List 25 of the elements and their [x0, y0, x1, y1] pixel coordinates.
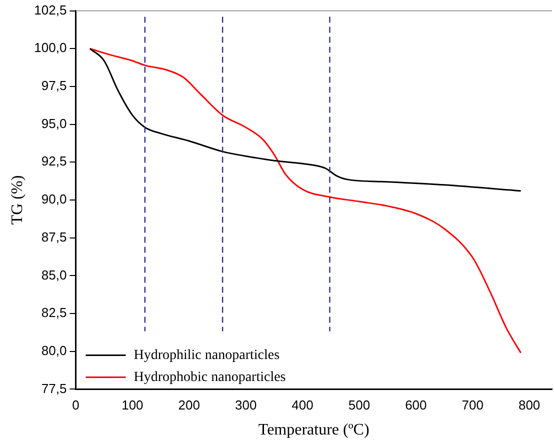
y-axis-title: TG (%) — [8, 175, 26, 225]
x-tick-label: 300 — [234, 398, 257, 413]
y-tick-label: 100,0 — [34, 40, 67, 56]
legend-label: Hydrophilic nanoparticles — [134, 348, 280, 363]
x-tick-label: 500 — [348, 398, 370, 413]
y-tick-label: 92,5 — [41, 154, 67, 169]
x-tick-label: 600 — [405, 398, 427, 413]
x-tick-label: 100 — [122, 398, 144, 413]
y-tick-label: 77,5 — [41, 380, 67, 396]
y-tick-label: 90,0 — [41, 192, 67, 207]
y-tick-label: 102,5 — [34, 2, 67, 18]
y-tick-label: 85,0 — [41, 267, 67, 282]
y-tick-label: 87,5 — [41, 229, 67, 244]
x-axis-title: Temperature (ºC) — [258, 422, 370, 439]
x-tick-label: 800 — [518, 398, 540, 413]
legend-label: Hydrophobic nanoparticles — [134, 370, 286, 385]
line-series — [89, 48, 522, 192]
y-tick-label: 80,0 — [41, 342, 67, 358]
y-tick-label: 82,5 — [41, 305, 67, 320]
y-tick-label: 97,5 — [41, 78, 67, 94]
y-tick-label: 95,0 — [41, 116, 67, 131]
x-tick-label: 0 — [72, 398, 80, 413]
x-tick-label: 700 — [462, 398, 484, 413]
x-tick-label: 400 — [292, 398, 314, 413]
x-tick-label: 200 — [178, 398, 200, 413]
